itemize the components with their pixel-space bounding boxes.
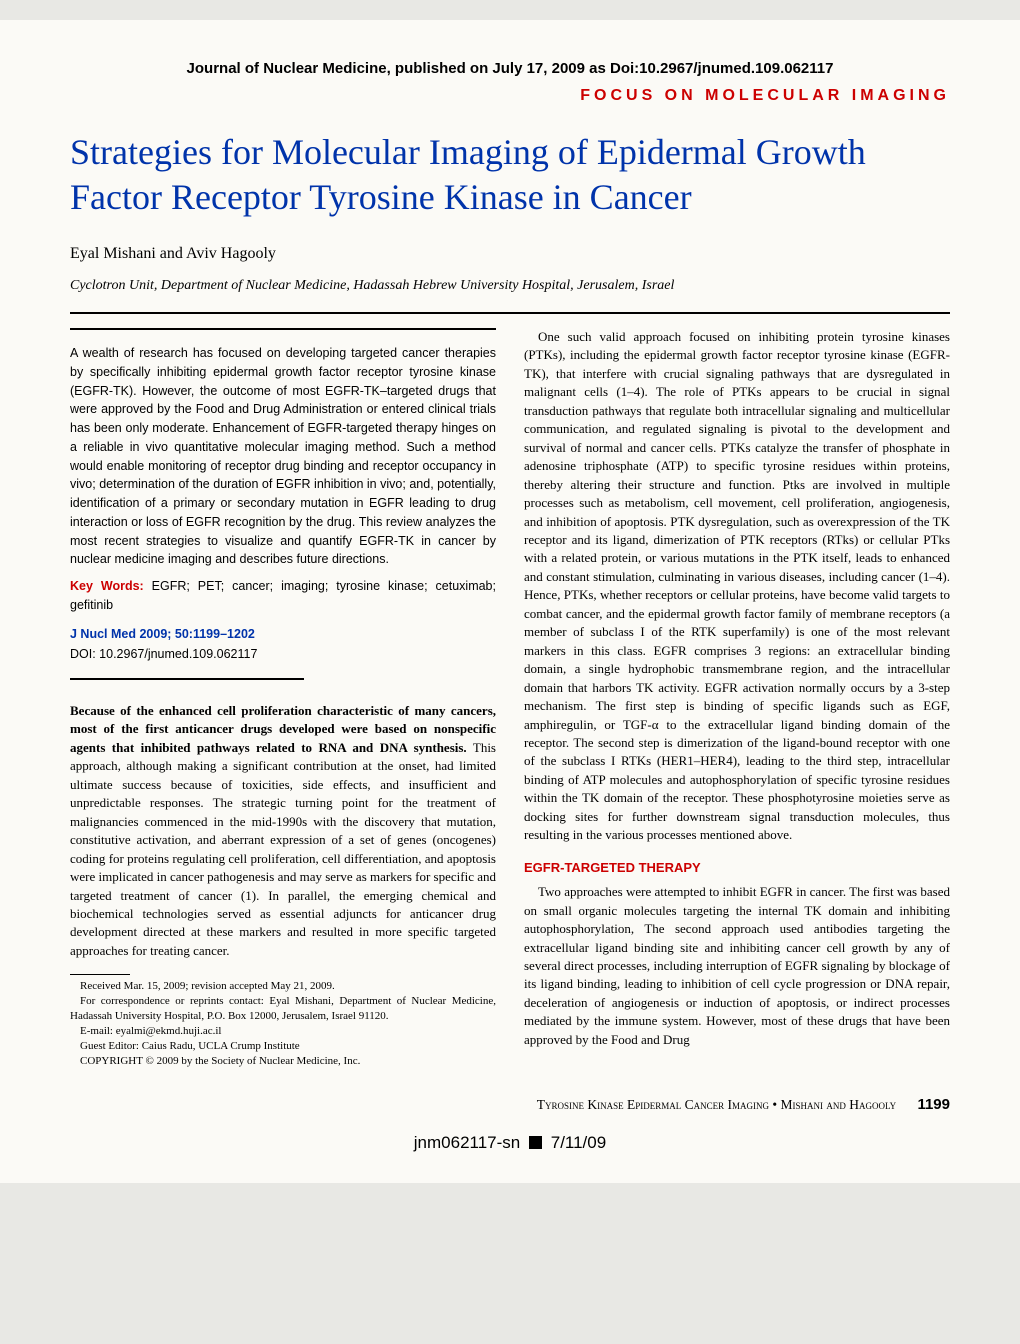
- right-column: One such valid approach focused on inhib…: [524, 328, 950, 1068]
- doi-line: DOI: 10.2967/jnumed.109.062117: [70, 645, 496, 664]
- running-title: Tyrosine Kinase Epidermal Cancer Imaging…: [537, 1097, 896, 1112]
- abstract-bottom-rule: [70, 678, 304, 680]
- abstract-block: A wealth of research has focused on deve…: [70, 328, 496, 680]
- abstract-text: A wealth of research has focused on deve…: [70, 346, 496, 566]
- intro-paragraph: Because of the enhanced cell proliferati…: [70, 702, 496, 960]
- footnote-guest-editor: Guest Editor: Caius Radu, UCLA Crump Ins…: [70, 1039, 496, 1054]
- footnotes-block: Received Mar. 15, 2009; revision accepte…: [70, 979, 496, 1068]
- keywords-label: Key Words:: [70, 579, 144, 593]
- section-heading-egfr: EGFR-TARGETED THERAPY: [524, 859, 950, 877]
- intro-lead: Because of the enhanced cell proliferati…: [70, 703, 496, 755]
- left-column: A wealth of research has focused on deve…: [70, 328, 496, 1068]
- authors: Eyal Mishani and Aviv Hagooly: [70, 245, 950, 263]
- footnote-divider: [70, 974, 130, 975]
- footnote-received: Received Mar. 15, 2009; revision accepte…: [70, 979, 496, 994]
- section-banner: FOCUS ON MOLECULAR IMAGING: [70, 87, 950, 105]
- body-para-1: One such valid approach focused on inhib…: [524, 328, 950, 845]
- stamp-id: jnm062117-sn: [414, 1133, 520, 1152]
- footnote-email: E-mail: eyalmi@ekmd.huji.ac.il: [70, 1024, 496, 1039]
- footnote-correspondence: For correspondence or reprints contact: …: [70, 994, 496, 1024]
- rule-top: [70, 312, 950, 314]
- doi-header: Journal of Nuclear Medicine, published o…: [70, 60, 950, 77]
- proof-stamp: jnm062117-sn 7/11/09: [70, 1133, 950, 1153]
- page-number: 1199: [917, 1096, 950, 1113]
- keywords-block: Key Words: EGFR; PET; cancer; imaging; t…: [70, 577, 496, 615]
- footnote-copyright: COPYRIGHT © 2009 by the Society of Nucle…: [70, 1054, 496, 1069]
- intro-rest: This approach, although making a signifi…: [70, 740, 496, 958]
- page-footer: Tyrosine Kinase Epidermal Cancer Imaging…: [70, 1096, 950, 1113]
- affiliation: Cyclotron Unit, Department of Nuclear Me…: [70, 278, 950, 294]
- body-para-2: Two approaches were attempted to inhibit…: [524, 883, 950, 1049]
- two-column-body: A wealth of research has focused on deve…: [70, 328, 950, 1068]
- blackbox-icon: [529, 1136, 542, 1149]
- article-title: Strategies for Molecular Imaging of Epid…: [70, 130, 950, 220]
- page-container: Journal of Nuclear Medicine, published o…: [0, 20, 1020, 1183]
- stamp-date: 7/11/09: [551, 1133, 606, 1152]
- journal-citation: J Nucl Med 2009; 50:1199–1202: [70, 625, 496, 644]
